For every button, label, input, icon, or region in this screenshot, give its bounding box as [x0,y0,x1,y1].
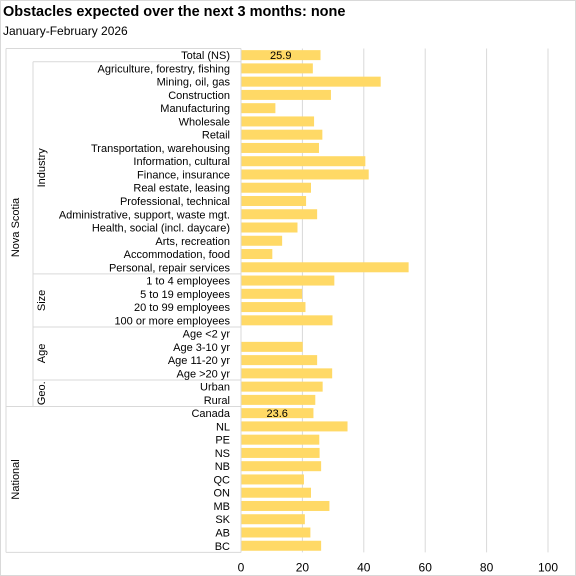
category-label: 5 to 19 employees [140,289,230,301]
bar [241,500,330,511]
group-label: Size [36,290,48,311]
bar [241,408,314,419]
bar [241,474,304,485]
category-label: Rural [204,395,230,407]
category-label: Health, social (incl. daycare) [92,223,230,235]
bar [241,434,320,445]
category-label: Transportation, warehousing [91,143,230,155]
category-label: Age 3-10 yr [173,342,230,354]
category-label: Canada [191,408,230,420]
category-label: Age <2 yr [183,329,231,341]
chart-subtitle: January-February 2026 [3,24,128,38]
labels: 0 20 40 60 80 100 Total (NS)Agriculture, fores… [10,50,558,574]
category-label: Accommodation, food [124,249,230,261]
category-label: MB [214,501,231,513]
bar [241,368,333,379]
category-label: Manufacturing [160,103,230,115]
bar [241,129,323,140]
bar [241,514,305,525]
category-axis [5,48,242,553]
bar [241,182,311,193]
category-label: Real estate, leasing [133,183,230,195]
bar [241,447,320,458]
bar [241,222,298,233]
category-label: NL [216,421,230,433]
x-tick-label: 80 [480,560,494,574]
bar [241,63,313,74]
category-label: 1 to 4 employees [146,276,230,288]
category-label: Age 11-20 yr [168,355,231,367]
category-label: Personal, repair services [109,262,231,274]
group-label: Industry [36,148,48,188]
data-label: 23.6 [267,408,288,420]
category-label: Finance, insurance [137,169,230,181]
category-label: QC [214,474,231,486]
category-label: Urban [200,382,230,394]
category-label: NB [215,461,230,473]
bar [241,421,348,432]
bar [241,381,323,392]
category-label: Retail [202,130,230,142]
category-label: 100 or more employees [114,315,230,327]
category-label: Arts, recreation [155,236,230,248]
category-label: Construction [168,90,230,102]
category-label: BC [215,541,230,553]
category-label: SK [215,514,230,526]
bar [241,103,276,114]
category-label: Information, cultural [133,156,230,168]
category-label: Wholesale [179,116,230,128]
bar [241,302,306,313]
bar [241,341,303,352]
chart-title: Obstacles expected over the next 3 month… [3,4,346,20]
bar [241,540,322,551]
bar [241,142,319,153]
bar [241,76,381,87]
outer-group-label: Nova Scotia [10,197,22,257]
x-tick-label: 0 [238,560,245,574]
category-label: ON [214,488,231,500]
bar [241,461,322,472]
bar [241,315,333,326]
bar [241,487,311,498]
category-label: 20 to 99 employees [134,302,231,314]
bar [241,156,366,167]
bar [241,50,321,61]
category-label: NS [215,448,230,460]
bar [241,527,311,538]
bar [241,355,318,366]
group-label: Age [36,344,48,364]
bar [241,195,307,206]
x-tick-label: 20 [296,560,310,574]
category-label: Mining, oil, gas [157,77,231,89]
outer-group-label: National [10,459,22,499]
bars [241,50,409,551]
x-tick-label: 100 [538,560,558,574]
category-label: Professional, technical [120,196,230,208]
bar [241,275,335,286]
bar [241,169,369,180]
bar [241,249,273,260]
bar [241,89,331,100]
x-tick-label: 40 [357,560,371,574]
bar [241,288,303,299]
bar [241,235,283,246]
group-label: Geo. [36,381,48,405]
category-label: Age >20 yr [176,368,230,380]
bar [241,262,409,273]
bar [241,394,316,405]
x-tick-label: 60 [419,560,433,574]
category-label: Administrative, support, waste mgt. [59,209,230,221]
category-label: Total (NS) [181,50,230,62]
bar [241,209,318,220]
bar [241,116,315,127]
data-label: 25.9 [270,50,291,62]
category-label: PE [215,435,230,447]
category-label: Agriculture, forestry, fishing [98,63,230,75]
category-label: AB [215,527,230,539]
